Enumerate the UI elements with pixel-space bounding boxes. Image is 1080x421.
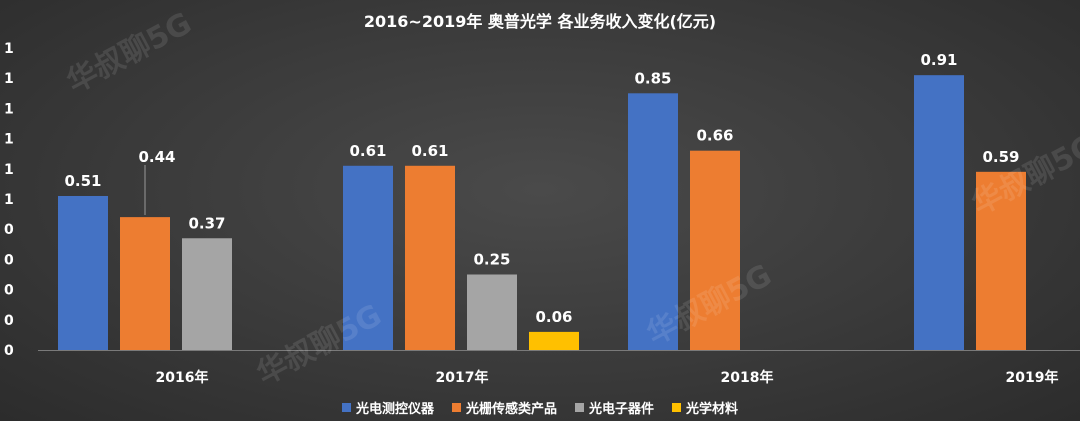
bar [529,331,579,350]
data-label: 0.61 [411,142,448,160]
data-label: 0.51 [64,172,101,190]
bar [467,274,517,350]
y-tick-label: 0 [4,283,14,299]
bar [914,75,964,351]
bar [405,165,455,350]
legend-item: 光学材料 [672,398,738,417]
x-tick-label: 2018年 [721,369,774,386]
x-tick-label: 2017年 [436,369,489,386]
legend-swatch [451,403,461,412]
legend: 光电测控仪器 光栅传感类产品 光电子器件 光学材料 [0,398,1080,417]
legend-item: 光栅传感类产品 [451,398,557,417]
bar [628,93,678,351]
data-label: 0.37 [188,214,225,232]
y-tick-label: 1 [4,132,14,148]
legend-label: 光电测控仪器 [355,402,434,417]
y-tick-label: 1 [4,41,14,57]
data-label: 0.91 [920,51,957,69]
data-label: 0.66 [696,127,733,145]
legend-label: 光电子器件 [589,402,655,417]
bar [120,217,170,350]
y-tick-label: 1 [4,71,14,87]
legend-swatch [341,403,351,412]
y-tick-label: 0 [4,222,14,238]
y-tick-label: 0 [4,313,14,329]
x-tick-label: 2019年 [1006,369,1059,386]
data-label: 0.59 [982,148,1019,166]
x-tick-label: 2016年 [156,369,209,386]
y-tick-label: 0 [4,252,14,268]
data-label: 0.44 [138,148,175,166]
bar [690,150,740,350]
y-tick-label: 0 [4,343,14,359]
legend-label: 光栅传感类产品 [465,402,557,417]
y-tick-label: 1 [4,192,14,208]
bar [58,195,108,350]
y-tick-label: 1 [4,101,14,117]
legend-swatch [672,403,682,412]
data-label: 0.06 [535,308,572,326]
legend-label: 光学材料 [686,402,739,417]
bar [182,238,232,350]
data-label: 0.25 [473,251,510,269]
data-label: 0.61 [349,142,386,160]
legend-swatch [575,403,584,412]
bar [343,165,393,350]
legend-item: 光电子器件 [575,398,654,417]
data-label: 0.85 [634,69,671,87]
chart-title: 2016~2019年 奥普光学 各业务收入变化(亿元) [363,12,717,31]
bar [976,171,1026,350]
y-tick-label: 1 [4,162,14,178]
legend-item: 光电测控仪器 [341,398,434,417]
